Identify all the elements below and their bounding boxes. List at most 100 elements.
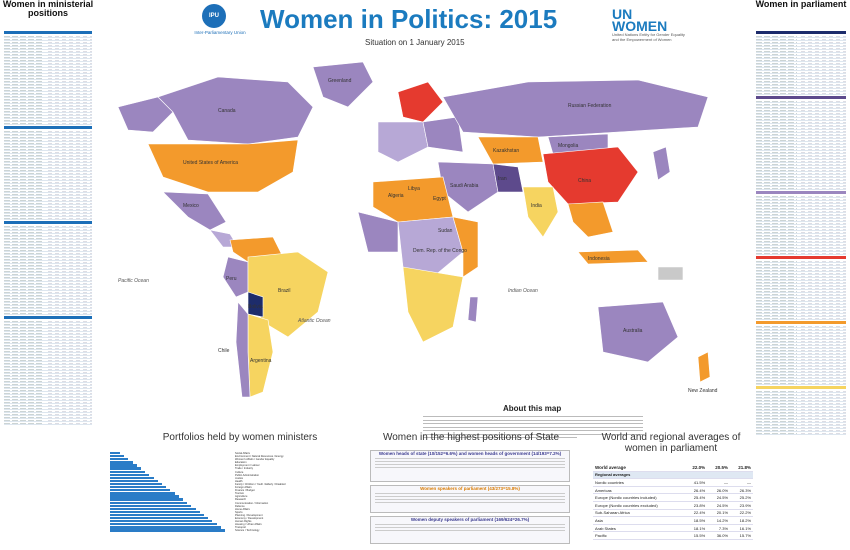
table-row <box>4 326 92 329</box>
table-row <box>756 299 846 302</box>
region-bolivia <box>247 291 264 318</box>
about-title: About this map <box>503 404 562 413</box>
table-row <box>756 272 846 275</box>
table-row <box>756 41 846 44</box>
label-brazil: Brazil <box>278 288 291 294</box>
average-value <box>707 471 731 480</box>
table-row <box>4 309 92 312</box>
table-row <box>756 195 846 198</box>
portfolios-title: Portfolios held by women ministers <box>162 432 318 443</box>
label-libya: Libya <box>408 186 420 192</box>
portfolio-bar <box>110 520 213 523</box>
table-row <box>4 50 92 53</box>
table-row <box>4 92 92 95</box>
region-mexico <box>162 191 227 231</box>
portfolio-label: Health <box>235 479 243 483</box>
portfolio-label: Family / Children / Youth / Elderly / Di… <box>235 482 286 486</box>
table-row <box>4 53 92 56</box>
average-value: 23.9% <box>730 501 753 510</box>
table-row <box>756 89 846 92</box>
table-row <box>4 225 92 228</box>
portfolio-label: Transport <box>235 526 247 530</box>
table-row <box>4 291 92 294</box>
table-row <box>756 77 846 80</box>
averages-section: World and regional averages of women in … <box>585 430 753 550</box>
table-row <box>756 92 846 95</box>
label-usa: United States of America <box>183 160 238 166</box>
table-row <box>756 148 846 151</box>
table-row <box>4 71 92 74</box>
table-row <box>4 303 92 306</box>
average-value: 18.1% <box>684 524 708 533</box>
table-row <box>4 68 92 71</box>
table-row <box>4 35 92 38</box>
table-row <box>4 187 92 190</box>
table-row <box>4 41 92 44</box>
table-row <box>4 338 92 341</box>
region-russia <box>442 79 709 138</box>
portfolios-labels: Social Affairs Environment / Natural Reso… <box>235 452 355 532</box>
region-indonesia <box>577 249 649 265</box>
portfolio-label: Public Administration <box>235 473 260 477</box>
label-indian: Indian Ocean <box>508 288 538 294</box>
table-row <box>4 264 92 267</box>
average-value: 7.3% <box>707 524 731 533</box>
table-row <box>4 350 92 353</box>
world-map: Pacific Ocean Atlantic Ocean Indian Ocea… <box>98 52 750 438</box>
highest-title: Women in the highest positions of State <box>382 432 560 443</box>
table-row <box>756 305 846 308</box>
portfolio-bar <box>110 486 167 489</box>
table-row <box>4 413 92 416</box>
table-row <box>4 288 92 291</box>
table-row <box>4 231 92 234</box>
table-row <box>4 386 92 389</box>
table-row <box>4 383 92 386</box>
region-name: Arab States <box>593 524 685 533</box>
table-row <box>756 260 846 263</box>
table-row <box>756 411 846 414</box>
region-nordic <box>397 81 444 123</box>
region-peru <box>222 256 249 298</box>
table-row <box>4 95 92 98</box>
table-row <box>756 121 846 124</box>
ministerial-table <box>4 30 92 544</box>
table-row <box>756 213 846 216</box>
heads-of-state-heading: Women heads of state (10/152=6.6%) and w… <box>378 451 562 456</box>
table-row <box>4 101 92 104</box>
portfolio-bar <box>110 498 183 501</box>
average-row: Americas 26.4% 26.0% 26.3% <box>593 486 753 495</box>
average-value: 15.5% <box>684 531 708 540</box>
label-bolivia: Bolivia <box>248 304 263 310</box>
average-row: Sub-Saharan Africa 22.4% 20.1% 22.2% <box>593 509 753 518</box>
table-row <box>4 306 92 309</box>
portfolio-bar <box>110 489 171 492</box>
page-title: Women in Politics: 2015 <box>260 4 558 34</box>
region-png <box>657 266 684 281</box>
about-text <box>423 416 643 438</box>
table-row <box>756 269 846 272</box>
deputy-speakers-heading: Women deputy speakers of parliament (169… <box>410 517 530 522</box>
average-value: 18.5% <box>684 516 708 525</box>
region-name: Pacific <box>593 531 685 540</box>
table-row <box>756 100 846 103</box>
table-row <box>756 109 846 112</box>
portfolio-bar <box>110 516 209 520</box>
table-row <box>756 249 846 252</box>
region-japan <box>652 146 671 181</box>
table-row <box>4 320 92 323</box>
deputy-speakers-box: Women deputy speakers of parliament (169… <box>370 516 570 544</box>
table-row <box>756 426 846 429</box>
average-value: 16.1% <box>730 524 753 533</box>
table-row <box>756 370 846 373</box>
table-row <box>756 216 846 219</box>
table-row <box>4 110 92 113</box>
table-row <box>4 89 92 92</box>
heads-of-state-box: Women heads of state (10/152=6.6%) and w… <box>370 450 570 482</box>
parliament-panel: Women in parliament <box>752 0 850 550</box>
table-row <box>756 399 846 402</box>
table-row <box>756 178 846 181</box>
table-row <box>4 246 92 249</box>
table-row <box>756 38 846 41</box>
portfolio-label: Employment / Labour <box>235 464 260 468</box>
table-row <box>4 392 92 395</box>
